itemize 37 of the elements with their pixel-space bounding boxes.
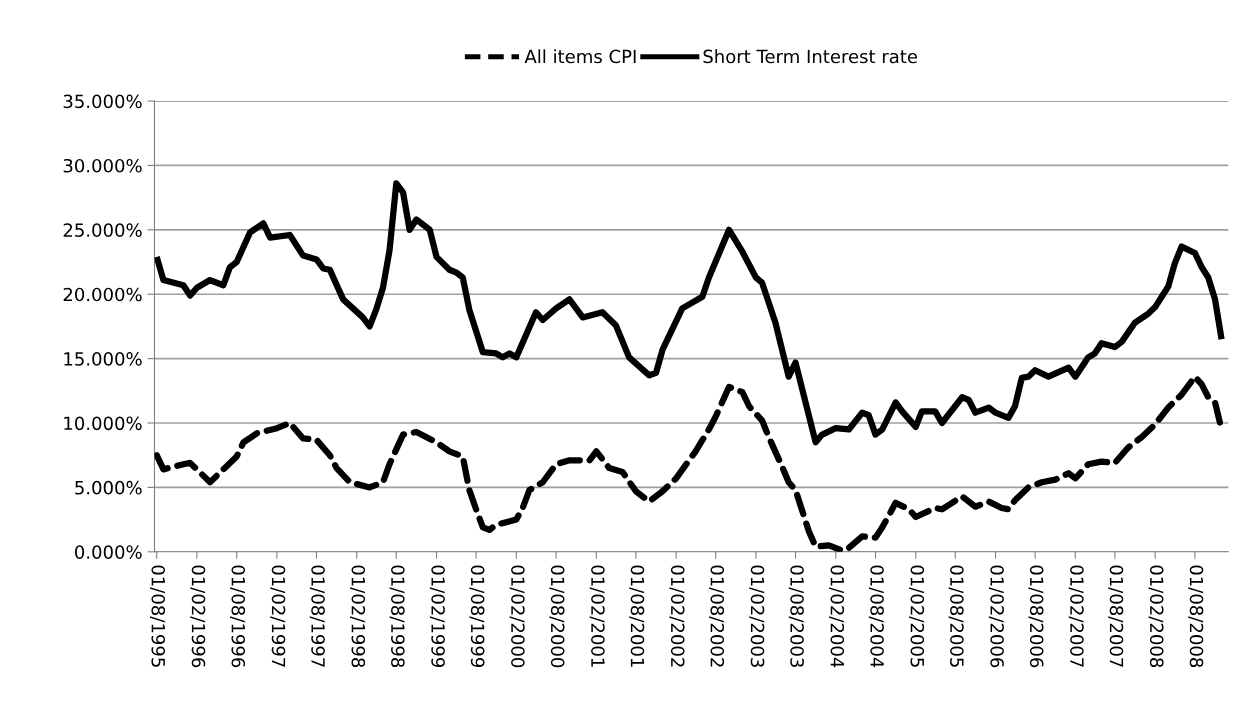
x-tick-label: 01/08/2004 [868,565,884,668]
x-tick-label: 01/08/1996 [230,565,246,668]
y-tick-label: 5.000% [75,480,142,495]
x-tick-label: 01/02/1997 [270,565,286,667]
x-tick-label: 01/08/1998 [389,565,405,668]
x-tick-label: 01/02/2007 [1068,565,1084,667]
x-tick-label: 01/08/2005 [948,565,964,667]
x-tick-label: 01/02/2002 [669,565,685,667]
y-tick-label: 20.000% [63,287,142,302]
x-tick-label: 01/08/1997 [309,565,325,667]
x-tick-label: 01/02/2001 [589,565,605,667]
x-tick-label: 01/02/2000 [509,565,525,668]
x-tick-label: 01/08/2006 [1028,565,1044,668]
y-tick-label: 10.000% [64,416,142,431]
x-tick-label: 01/02/1996 [190,565,206,668]
y-tick-label: 0.000% [75,545,142,559]
x-tick-label: 01/02/2004 [829,565,845,668]
x-tick-label: 01/02/2008 [1148,565,1164,668]
y-tick-label: 25.000% [63,223,142,237]
x-tick-label: 01/02/1998 [350,565,366,668]
x-tick-label: 01/08/2007 [1108,565,1124,667]
x-tick-label: 01/08/2001 [629,565,645,667]
y-tick-label: 30.000% [63,158,142,173]
y-tick-label: 15.000% [64,352,142,366]
y-tick-label: 35.000% [63,94,142,109]
x-tick-label: 01/08/1995 [150,565,166,667]
legend-label: All items CPI [524,49,636,64]
x-tick-label: 01/08/2008 [1188,565,1204,668]
x-tick-label: 01/02/2006 [988,565,1004,668]
x-tick-label: 01/08/2002 [709,565,725,667]
x-tick-label: 01/02/2003 [749,565,765,667]
x-tick-label: 01/08/2000 [549,565,565,668]
x-tick-label: 01/02/1999 [429,565,445,668]
x-tick-label: 01/08/2003 [788,565,804,667]
x-tick-label: 01/02/2005 [909,565,925,667]
x-tick-label: 01/08/1999 [469,565,485,668]
legend-label: Short Term Interest rate [703,49,918,64]
